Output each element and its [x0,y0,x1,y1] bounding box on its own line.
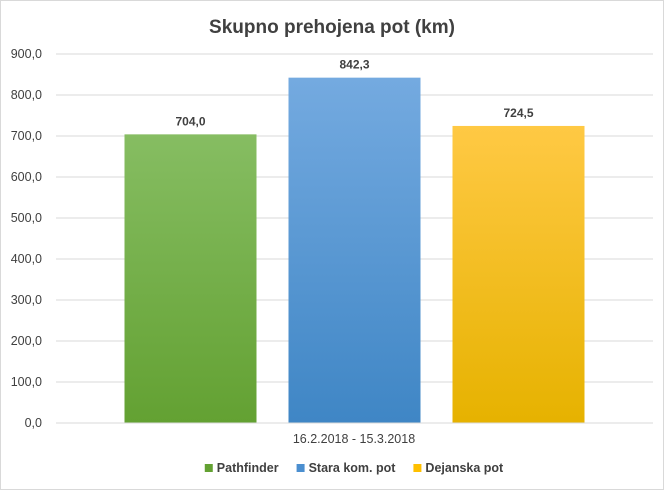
bars [124,77,585,424]
y-tick-label: 200,0 [11,334,42,348]
y-tick-label: 900,0 [11,47,42,61]
legend-swatch [204,464,213,472]
legend-label: Pathfinder [217,461,279,475]
chart-title: Skupno prehojena pot (km) [209,17,455,38]
category-label: 16.2.2018 - 15.3.2018 [293,432,415,446]
legend-label: Stara kom. pot [309,461,397,475]
legend-item: Dejanska pot [413,461,504,475]
y-tick-label: 500,0 [11,211,42,225]
y-tick-label: 400,0 [11,252,42,266]
data-labels: 704,0 842,3 724,5 [175,58,533,129]
legend-swatch [413,464,422,472]
y-tick-label: 800,0 [11,88,42,102]
bar-pathfinder [124,134,257,424]
y-tick-label: 100,0 [11,375,42,389]
legend-swatch [296,464,305,472]
y-tick-label: 700,0 [11,129,42,143]
legend-label: Dejanska pot [425,461,504,475]
legend-item: Pathfinder [204,461,279,475]
bar-stara-kom-pot [288,77,421,424]
y-axis-ticks: 0,0 100,0 200,0 300,0 400,0 500,0 600,0 700,0 80… [11,47,42,430]
legend-item: Stara kom. pot [296,461,397,475]
bar-dejanska-pot [452,125,585,423]
data-label: 724,5 [503,106,533,120]
y-tick-label: 600,0 [11,170,42,184]
y-tick-label: 0,0 [25,416,42,430]
data-label: 842,3 [339,58,369,72]
data-label: 704,0 [175,114,205,128]
y-tick-label: 300,0 [11,293,42,307]
legend: Pathfinder Stara kom. pot Dejanska pot [204,461,504,475]
